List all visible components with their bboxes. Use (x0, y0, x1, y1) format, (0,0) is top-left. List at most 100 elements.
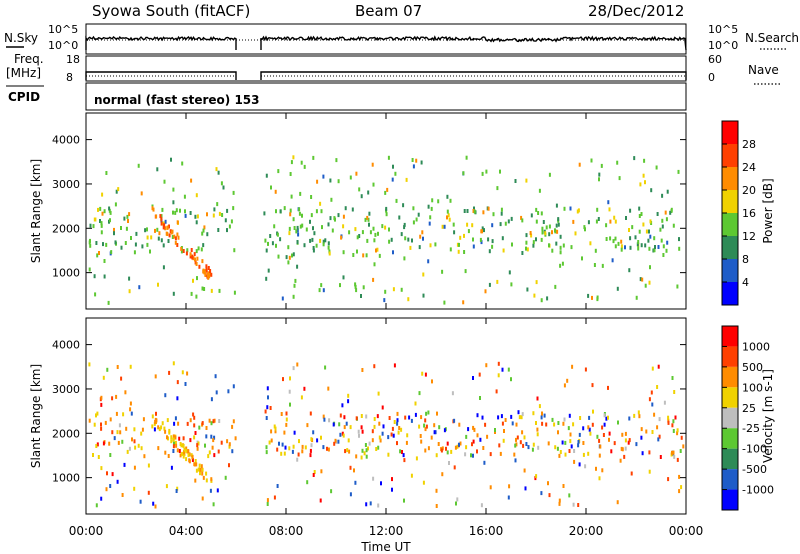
data-point-27 (620, 244, 623, 249)
data-point-126 (563, 206, 566, 211)
data-point-407 (431, 198, 434, 203)
data-point-442 (100, 402, 103, 407)
data-point-175 (339, 283, 341, 288)
data-point-58 (232, 384, 235, 389)
data-point-341 (283, 206, 286, 211)
data-point-563 (448, 461, 450, 465)
data-point-304 (380, 481, 382, 486)
data-point-82 (561, 261, 564, 266)
data-point-545 (427, 259, 430, 264)
data-point-236 (105, 171, 108, 175)
data-point-577 (608, 431, 611, 436)
data-point-75 (525, 246, 527, 251)
data-point-475 (168, 370, 171, 375)
data-point-231 (465, 155, 468, 160)
data-point-215 (642, 173, 645, 178)
data-point-262 (471, 442, 473, 447)
data-point-405 (191, 458, 194, 462)
nave-label: Nave (748, 63, 779, 77)
data-point-327 (649, 234, 652, 239)
data-point-311 (540, 491, 543, 496)
data-point-213 (306, 480, 309, 485)
data-point-481 (422, 236, 424, 241)
data-point-104 (124, 241, 127, 245)
data-point-211 (269, 234, 272, 238)
data-point-379 (339, 432, 342, 437)
data-point-636 (190, 248, 193, 252)
data-point-581 (667, 415, 670, 420)
data-point-334 (120, 376, 123, 381)
ytick-label-0: 1000 (52, 267, 80, 280)
data-point-332 (458, 422, 461, 427)
data-point-174 (666, 240, 669, 245)
data-point-349 (119, 430, 122, 435)
data-point-318 (264, 409, 267, 414)
velocity-colorbar: 1000 500 100 25 -25 -100 -500 -1000 (721, 325, 774, 511)
data-point-618 (170, 439, 173, 444)
data-point-35 (274, 189, 277, 194)
data-point-632 (176, 448, 179, 453)
data-point-336 (664, 210, 667, 215)
data-point-17 (678, 474, 681, 479)
data-point-302 (515, 422, 518, 427)
data-point-542 (186, 371, 189, 376)
data-point-389 (176, 220, 179, 225)
data-point-515 (100, 426, 103, 431)
data-point-131 (627, 440, 630, 445)
data-point-148 (181, 161, 184, 166)
data-point-600 (195, 468, 198, 473)
data-point-434 (595, 219, 598, 224)
nsearch-label: N.Search (745, 31, 799, 45)
data-point-93 (140, 446, 143, 451)
data-point-590 (285, 417, 288, 422)
data-point-404 (424, 418, 427, 423)
data-point-469 (201, 496, 204, 501)
data-point-417 (521, 430, 524, 435)
data-point-121 (142, 417, 145, 422)
data-point-172 (157, 446, 160, 451)
data-point-474 (415, 217, 418, 222)
data-point-477 (135, 231, 138, 236)
data-point-574 (650, 188, 653, 193)
data-point-15 (447, 213, 450, 218)
data-point-14 (625, 216, 627, 220)
data-point-576 (196, 443, 199, 448)
data-point-46 (318, 288, 321, 293)
data-point-182 (115, 394, 118, 399)
data-point-220 (178, 436, 181, 441)
data-point-109 (617, 420, 619, 425)
data-point-550 (365, 454, 368, 459)
data-point-512 (301, 223, 304, 228)
data-point-315 (564, 452, 567, 457)
data-point-64 (400, 232, 403, 237)
colorbar-label-0: 28 (742, 138, 756, 151)
data-point-2 (624, 245, 626, 250)
data-point-33 (385, 212, 388, 217)
data-point-500 (312, 248, 315, 253)
data-point-59 (296, 228, 299, 233)
data-point-339 (495, 389, 498, 394)
data-point-62 (577, 208, 580, 213)
colorbar-outline (721, 325, 739, 511)
data-point-453 (458, 242, 460, 247)
data-point-560 (100, 496, 103, 501)
data-point-224 (593, 263, 596, 267)
data-point-571 (140, 191, 143, 196)
data-point-119 (661, 218, 664, 223)
data-point-438 (174, 416, 177, 421)
data-point-626 (210, 272, 213, 277)
data-point-489 (650, 390, 653, 395)
data-point-225 (491, 239, 494, 244)
data-point-489 (594, 248, 597, 253)
data-point-468 (175, 489, 178, 493)
cpid-frame (85, 82, 687, 111)
data-point-469 (360, 294, 362, 298)
data-point-280 (355, 171, 358, 176)
data-point-63 (218, 288, 221, 293)
colorbar-segment-7 (722, 469, 738, 490)
data-point-444 (596, 207, 599, 212)
data-point-0 (99, 219, 101, 223)
data-point-392 (665, 248, 668, 253)
data-point-194 (680, 435, 683, 440)
